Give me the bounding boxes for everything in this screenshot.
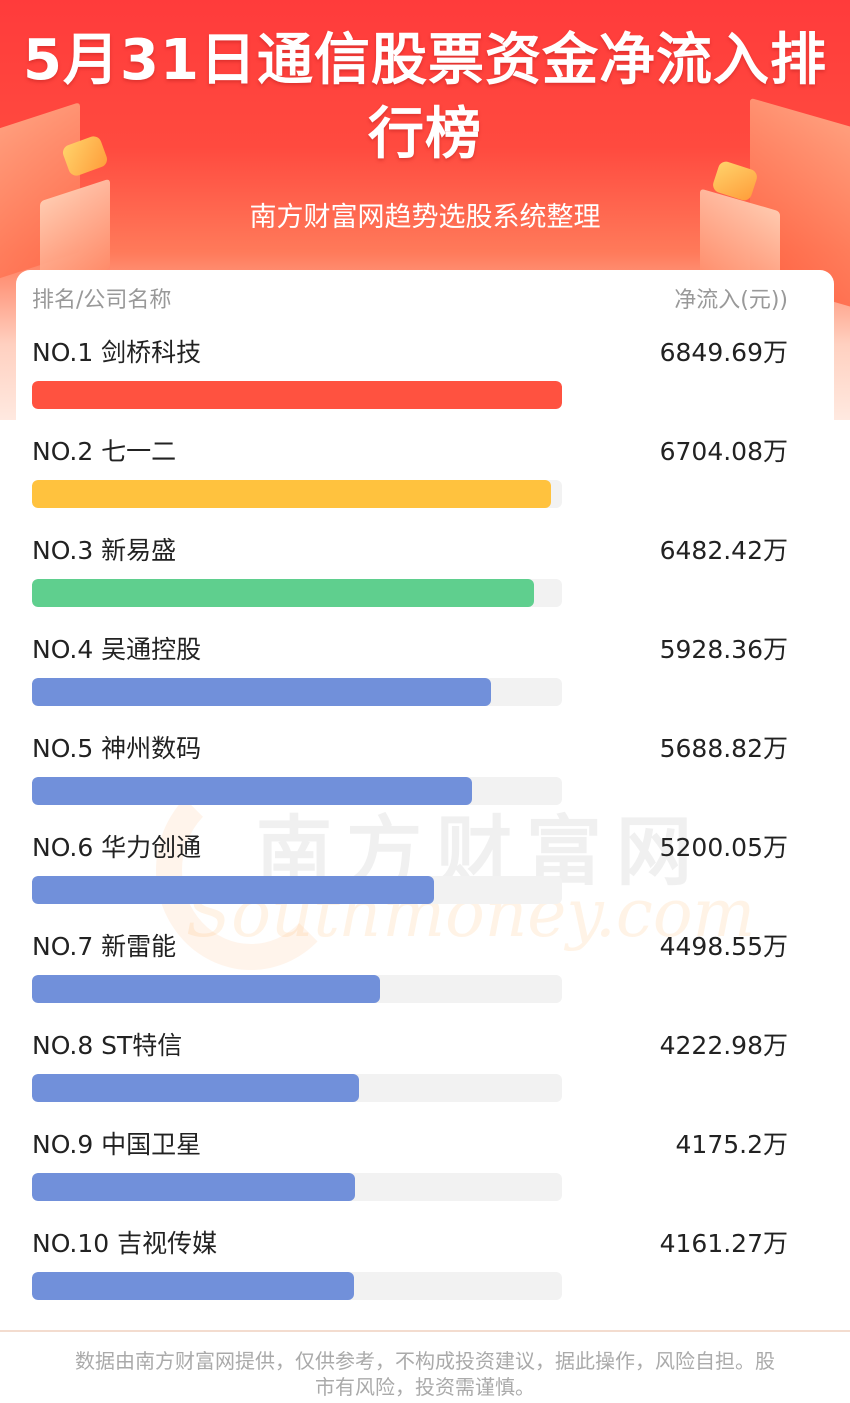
table-row: NO.2 七一二 6704.08万 xyxy=(16,435,834,534)
table-row: NO.7 新雷能 4498.55万 xyxy=(16,930,834,1029)
bar xyxy=(32,1272,354,1300)
bar xyxy=(32,480,551,508)
bar-track xyxy=(32,777,562,805)
company-rank-label: NO.5 神州数码 xyxy=(32,734,202,763)
company-rank-label: NO.9 中国卫星 xyxy=(32,1130,202,1159)
table-row: NO.5 神州数码 5688.82万 xyxy=(16,732,834,831)
company-rank-label: NO.6 华力创通 xyxy=(32,833,202,862)
table-row: NO.9 中国卫星 4175.2万 xyxy=(16,1128,834,1227)
net-inflow-value: 5200.05万 xyxy=(659,833,788,862)
net-inflow-value: 6849.69万 xyxy=(659,338,788,367)
bar-track xyxy=(32,678,562,706)
net-inflow-value: 4161.27万 xyxy=(659,1229,788,1258)
bar xyxy=(32,678,491,706)
company-rank-label: NO.7 新雷能 xyxy=(32,932,177,961)
footer-divider xyxy=(0,1330,850,1332)
bar-track xyxy=(32,1173,562,1201)
bar-track xyxy=(32,876,562,904)
table-row: NO.3 新易盛 6482.42万 xyxy=(16,534,834,633)
column-header-net-inflow: 净流入(元)) xyxy=(674,288,788,313)
net-inflow-value: 4175.2万 xyxy=(675,1130,788,1159)
bar xyxy=(32,1173,356,1201)
company-rank-label: NO.3 新易盛 xyxy=(32,536,177,565)
table-row: NO.10 吉视传媒 4161.27万 xyxy=(16,1227,834,1326)
bar xyxy=(32,381,562,409)
net-inflow-value: 6482.42万 xyxy=(659,536,788,565)
bar xyxy=(32,975,381,1003)
table-row: NO.1 剑桥科技 6849.69万 xyxy=(16,336,834,435)
disclaimer-text: 数据由南方财富网提供，仅供参考，不构成投资建议，据此操作，风险自担。股市有风险，… xyxy=(75,1349,775,1399)
bar-track xyxy=(32,975,562,1003)
bar-track xyxy=(32,381,562,409)
company-rank-label: NO.4 吴通控股 xyxy=(32,635,202,664)
bar xyxy=(32,579,534,607)
net-inflow-value: 4222.98万 xyxy=(659,1031,788,1060)
page-title: 5月31日通信股票资金净流入排行榜 xyxy=(23,28,827,167)
company-rank-label: NO.8 ST特信 xyxy=(32,1031,183,1060)
bar-track xyxy=(32,1074,562,1102)
company-rank-label: NO.2 七一二 xyxy=(32,437,177,466)
bar-track xyxy=(32,1272,562,1300)
net-inflow-value: 5688.82万 xyxy=(659,734,788,763)
company-rank-label: NO.1 剑桥科技 xyxy=(32,338,202,367)
bar xyxy=(32,1074,359,1102)
table-row: NO.4 吴通控股 5928.36万 xyxy=(16,633,834,732)
table-row: NO.8 ST特信 4222.98万 xyxy=(16,1029,834,1128)
bar-track xyxy=(32,579,562,607)
table-row: NO.6 华力创通 5200.05万 xyxy=(16,831,834,930)
company-rank-label: NO.10 吉视传媒 xyxy=(32,1229,218,1258)
page-subtitle: 南方财富网趋势选股系统整理 xyxy=(249,202,601,233)
net-inflow-value: 6704.08万 xyxy=(659,437,788,466)
ranking-card: 南方财富网 Southmoney.com 排名/公司名称 净流入(元)) NO.… xyxy=(16,270,834,1330)
bar xyxy=(32,777,473,805)
bar xyxy=(32,876,435,904)
net-inflow-value: 4498.55万 xyxy=(659,932,788,961)
column-header-rank-name: 排名/公司名称 xyxy=(32,288,172,313)
bar-track xyxy=(32,480,562,508)
net-inflow-value: 5928.36万 xyxy=(659,635,788,664)
